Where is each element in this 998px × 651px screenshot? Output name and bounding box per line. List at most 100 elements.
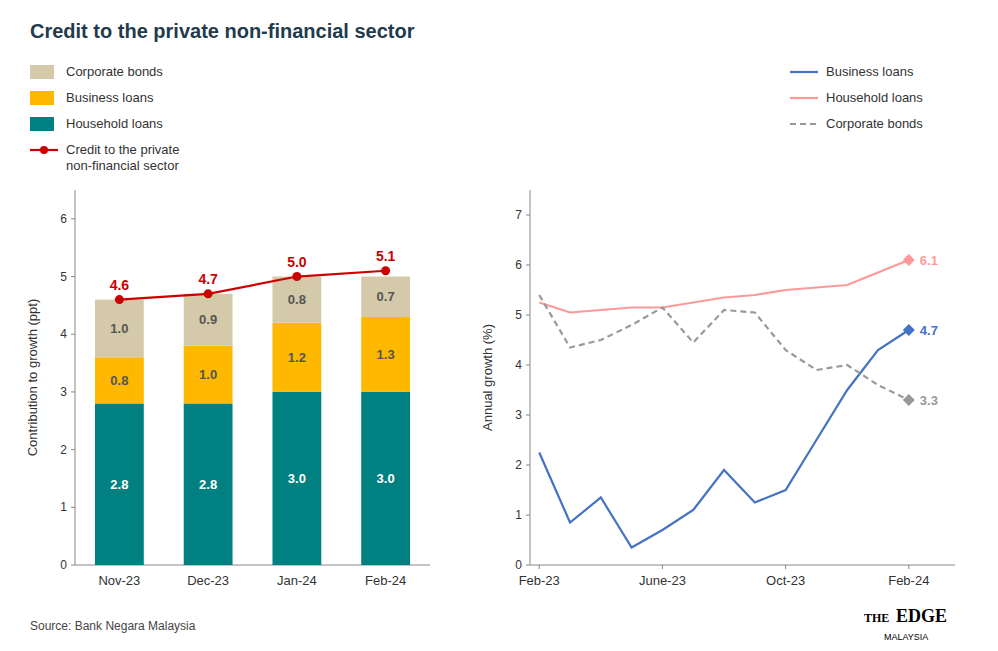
- bar: [184, 403, 233, 565]
- y-tick-label: 3: [60, 385, 67, 399]
- logo: MALAYSIA: [884, 632, 928, 642]
- legend-label-line: Business loans: [826, 64, 914, 79]
- logo: THE: [864, 611, 889, 625]
- y-tick-label: 6: [515, 258, 522, 272]
- data-label: 1.0: [110, 321, 128, 336]
- tick-mark: [662, 565, 663, 569]
- data-label: 4.7: [920, 323, 938, 338]
- data-label: 5.0: [287, 254, 307, 270]
- bar: [184, 346, 233, 404]
- tick-mark: [526, 465, 530, 466]
- bar: [272, 277, 321, 323]
- legend-label-line: Corporate bonds: [66, 64, 163, 79]
- legend-label-line: Corporate bonds: [826, 116, 923, 131]
- data-label: 2.8: [199, 477, 217, 492]
- tick-mark: [71, 334, 75, 335]
- y-axis-line: [530, 190, 531, 565]
- y-tick-label: 2: [515, 458, 522, 472]
- legend-swatch: [790, 123, 818, 125]
- y-tick-label: 0: [515, 558, 522, 572]
- y-axis-line: [75, 190, 76, 565]
- data-label: 1.2: [288, 350, 306, 365]
- data-label: 5.1: [376, 248, 396, 264]
- tick-mark: [71, 507, 75, 508]
- x-tick-label: Nov-23: [98, 573, 140, 588]
- data-label: 3.0: [288, 471, 306, 486]
- data-label: 2.8: [110, 477, 128, 492]
- bar: [272, 323, 321, 392]
- tick-mark: [71, 565, 75, 566]
- y-tick-label: 6: [60, 212, 67, 226]
- x-tick-label: Feb-24: [365, 573, 406, 588]
- legend-label: Household loans: [66, 116, 163, 131]
- bar: [95, 403, 144, 565]
- y-tick-label: 2: [60, 443, 67, 457]
- x-tick-label: Feb-24: [888, 573, 929, 588]
- y-tick-label: 7: [515, 208, 522, 222]
- legend-swatch: [40, 146, 48, 154]
- tick-mark: [526, 265, 530, 266]
- data-label: 1.3: [377, 347, 395, 362]
- data-label: 3.3: [920, 393, 938, 408]
- marker: [115, 295, 124, 304]
- y-tick-label: 4: [515, 358, 522, 372]
- y-tick-label: 3: [515, 408, 522, 422]
- tick-mark: [539, 565, 540, 569]
- marker: [381, 266, 390, 275]
- y-tick-label: 1: [515, 508, 522, 522]
- data-label: 4.7: [198, 271, 218, 287]
- tick-mark: [526, 515, 530, 516]
- line: [539, 260, 909, 313]
- tick-mark: [526, 365, 530, 366]
- legend-label: Corporate bonds: [66, 64, 163, 79]
- tick-mark: [526, 215, 530, 216]
- line: [539, 330, 909, 548]
- source: Source: Bank Negara Malaysia: [30, 619, 196, 633]
- marker: [204, 289, 213, 298]
- marker: [903, 254, 915, 266]
- y-axis-label: Annual growth (%): [480, 324, 495, 431]
- data-label: 0.9: [199, 312, 217, 327]
- x-tick-label: Feb-23: [519, 573, 560, 588]
- legend-swatch: [790, 71, 818, 73]
- legend: Business loans Household loans Corporate b…: [790, 64, 923, 131]
- y-tick-label: 1: [60, 500, 67, 514]
- data-label: 3.0: [377, 471, 395, 486]
- legend-label-line: Business loans: [66, 90, 154, 105]
- tick-mark: [785, 565, 786, 569]
- x-tick-label: Jan-24: [277, 573, 317, 588]
- line: [119, 271, 385, 300]
- tick-mark: [526, 315, 530, 316]
- x-tick-label: Oct-23: [766, 573, 805, 588]
- legend-swatch: [30, 91, 54, 105]
- y-tick-label: 5: [515, 308, 522, 322]
- y-tick-label: 5: [60, 270, 67, 284]
- legend: Corporate bonds Business loans Household l…: [30, 64, 179, 173]
- y-axis-label: Contribution to growth (ppt): [25, 299, 40, 457]
- bar: [272, 392, 321, 565]
- legend-label-line: non-financial sector: [66, 158, 179, 173]
- x-tick-label: Dec-23: [187, 573, 229, 588]
- legend-swatch: [30, 117, 54, 131]
- legend-label: Business loans: [826, 64, 914, 79]
- data-label: 6.1: [920, 253, 938, 268]
- legend-label-line: Household loans: [826, 90, 923, 105]
- legend-label: Corporate bonds: [826, 116, 923, 131]
- legend-label-line: Credit to the private: [66, 142, 179, 157]
- legend-label: Business loans: [66, 90, 154, 105]
- chart: Credit to the private non-financial sect…: [0, 0, 998, 651]
- legend-swatch: [30, 65, 54, 79]
- line: [539, 295, 909, 400]
- marker: [903, 324, 915, 336]
- plot-marks: [539, 254, 915, 548]
- tick-mark: [71, 276, 75, 277]
- legend-label: Household loans: [826, 90, 923, 105]
- data-label: 4.6: [110, 277, 130, 293]
- data-labels: 2.82.83.03.00.81.01.21.31.00.90.80.74.64…: [110, 248, 396, 492]
- x-axis-line: [530, 565, 955, 566]
- data-label: 1.0: [199, 367, 217, 382]
- marker: [292, 272, 301, 281]
- title: Credit to the private non-financial sect…: [30, 20, 415, 42]
- tick-mark: [526, 565, 530, 566]
- tick-mark: [71, 449, 75, 450]
